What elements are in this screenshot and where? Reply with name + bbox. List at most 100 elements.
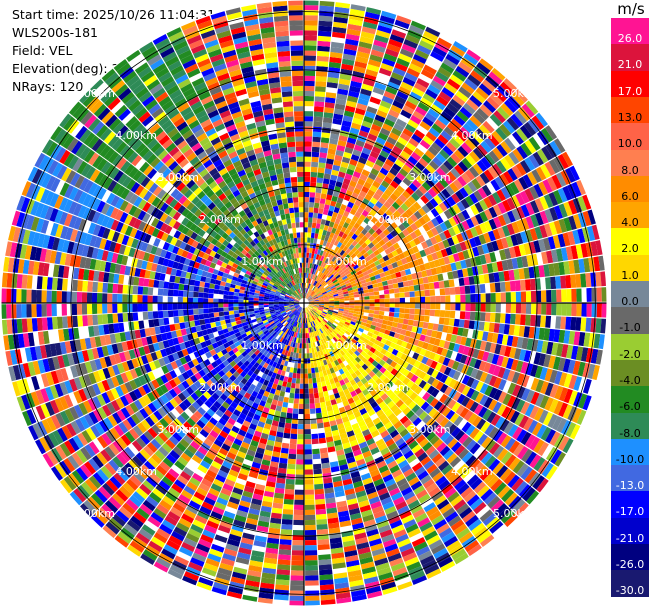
gate-cell — [148, 319, 155, 328]
gate-cell — [341, 120, 352, 128]
gate-cell — [407, 96, 420, 106]
gate-cell — [434, 119, 447, 130]
gate-cell — [307, 232, 312, 238]
gate-cell — [414, 228, 422, 237]
gate-cell — [409, 239, 417, 248]
gate-cell — [379, 232, 387, 240]
gate-cell — [313, 111, 324, 118]
gate-cell — [374, 306, 380, 311]
gate-cell — [382, 255, 390, 262]
gate-cell — [512, 131, 524, 145]
gate-cell — [536, 340, 544, 353]
gate-cell — [322, 292, 328, 296]
gate-cell — [590, 348, 599, 364]
gate-cell — [313, 264, 317, 270]
gate-cell — [361, 242, 368, 249]
gate-cell — [304, 85, 315, 92]
gate-cell — [401, 211, 410, 220]
gate-cell — [462, 249, 470, 260]
gate-cell — [388, 312, 395, 317]
gate-cell — [314, 397, 320, 404]
gate-cell — [304, 383, 309, 389]
gate-cell — [304, 75, 315, 82]
gate-cell — [316, 55, 329, 62]
gate-cell — [427, 322, 434, 330]
gate-cell — [548, 328, 556, 342]
gate-cell — [296, 373, 301, 379]
gate-cell — [409, 24, 425, 35]
gate-cell — [432, 75, 447, 87]
gate-cell — [425, 201, 435, 211]
gate-cell — [562, 438, 574, 454]
gate-cell — [310, 171, 318, 178]
gate-cell — [353, 112, 365, 121]
gate-cell — [494, 313, 501, 323]
gate-cell — [390, 180, 399, 189]
gate-cell — [288, 448, 297, 455]
gate-cell — [413, 147, 425, 158]
gate-cell — [425, 358, 434, 367]
gate-cell — [406, 325, 413, 332]
gate-cell — [329, 254, 335, 261]
gate-cell — [403, 146, 414, 156]
gate-cell — [439, 383, 449, 394]
gate-cell — [496, 144, 508, 157]
gate-cell — [281, 524, 293, 530]
gate-cell — [333, 295, 339, 299]
gate-cell — [361, 332, 367, 339]
gate-cell — [499, 123, 512, 137]
gate-cell — [440, 130, 452, 141]
gate-cell — [581, 303, 587, 317]
gate-cell — [346, 256, 353, 263]
gate-cell — [304, 171, 311, 177]
gate-cell — [309, 263, 313, 269]
gate-cell — [410, 58, 425, 69]
gate-cell — [338, 310, 344, 314]
gate-cell — [304, 454, 313, 460]
gate-cell — [304, 489, 314, 495]
gate-cell — [304, 15, 318, 21]
gate-cell — [362, 21, 378, 30]
gate-cell — [305, 288, 308, 294]
gate-cell — [393, 123, 405, 132]
gate-cell — [347, 314, 353, 319]
gate-cell — [364, 205, 372, 213]
gate-cell — [389, 193, 399, 202]
gate-cell — [318, 285, 323, 290]
gate-cell — [421, 153, 432, 164]
gate-cell — [381, 10, 397, 20]
gate-cell — [296, 459, 304, 465]
gate-cell — [388, 205, 397, 214]
gate-cell — [304, 90, 315, 97]
gate-cell — [316, 182, 323, 189]
gate-cell — [330, 200, 337, 207]
gate-cell — [304, 141, 312, 147]
gate-cell — [355, 258, 361, 265]
gate-cell — [352, 316, 358, 320]
gate-cell — [324, 304, 330, 306]
gate-cell — [339, 130, 350, 137]
gate-cell — [374, 299, 380, 303]
gate-cell — [309, 192, 316, 198]
gate-cell — [384, 141, 395, 150]
gate-cell — [558, 329, 566, 343]
gate-cell — [312, 286, 317, 292]
gate-cell — [377, 25, 392, 34]
gate-cell — [479, 57, 494, 71]
gate-cell — [387, 320, 393, 327]
gate-cell — [304, 146, 312, 152]
gate-cell — [313, 298, 319, 301]
gate-cell — [292, 413, 299, 419]
gate-cell — [409, 291, 415, 297]
gate-cell — [489, 92, 504, 106]
gate-cell — [439, 231, 447, 241]
gate-cell — [304, 156, 312, 162]
gate-cell — [381, 180, 390, 189]
gate-cell — [339, 73, 352, 81]
gate-cell — [369, 252, 376, 259]
gate-cell — [601, 303, 607, 318]
gate-cell — [456, 110, 469, 123]
gate-cell — [404, 199, 413, 208]
gate-cell — [489, 312, 496, 323]
gate-cell — [525, 314, 531, 326]
